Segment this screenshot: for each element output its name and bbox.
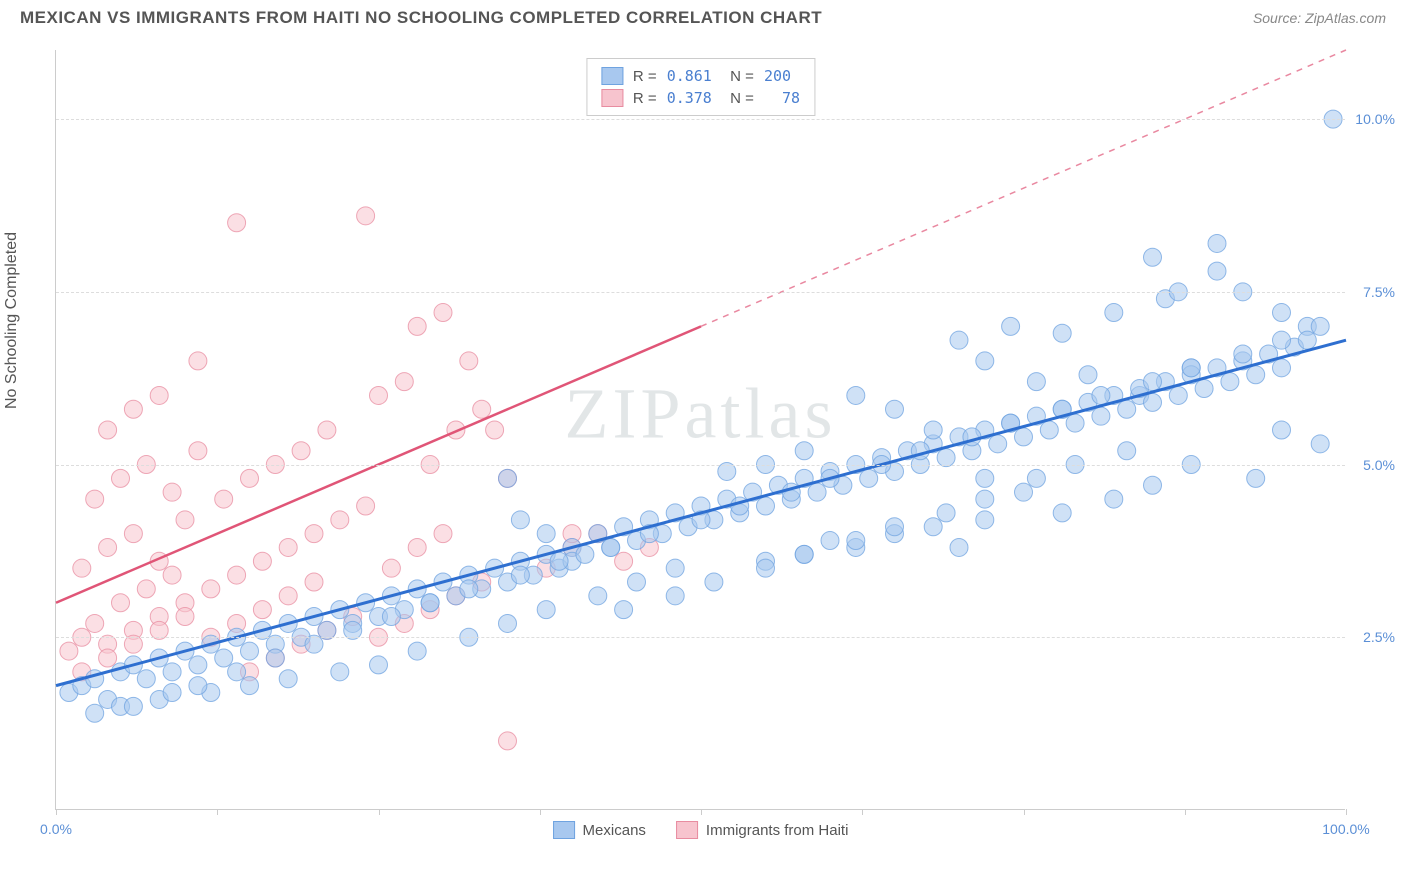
stat-r-mexicans: 0.861	[667, 67, 712, 85]
x-tick	[701, 809, 702, 815]
stat-n-label: N =	[722, 68, 754, 85]
legend-item-haiti: Immigrants from Haiti	[676, 821, 849, 839]
gridline-h	[56, 637, 1345, 638]
bottom-legend: Mexicans Immigrants from Haiti	[553, 821, 849, 839]
x-tick	[1185, 809, 1186, 815]
source-attribution: Source: ZipAtlas.com	[1253, 10, 1386, 26]
x-tick-label-right: 100.0%	[1322, 821, 1369, 837]
gridline-h	[56, 465, 1345, 466]
y-tick-label: 10.0%	[1355, 111, 1395, 127]
y-axis-label: No Schooling Completed	[3, 232, 21, 409]
gridline-h	[56, 119, 1345, 120]
stat-r-label: R =	[633, 90, 657, 107]
legend-label-mexicans: Mexicans	[583, 822, 646, 839]
stat-n-haiti: 78	[764, 89, 800, 107]
x-tick	[56, 809, 57, 815]
x-tick	[379, 809, 380, 815]
y-tick-label: 5.0%	[1363, 457, 1395, 473]
gridline-h	[56, 292, 1345, 293]
x-tick	[1024, 809, 1025, 815]
x-tick	[540, 809, 541, 815]
stat-n-label: N =	[722, 90, 754, 107]
legend-item-mexicans: Mexicans	[553, 821, 646, 839]
swatch-mexicans	[601, 67, 623, 85]
x-tick	[1346, 809, 1347, 815]
stat-r-haiti: 0.378	[667, 89, 712, 107]
stat-n-mexicans: 200	[764, 67, 791, 85]
stat-r-label: R =	[633, 68, 657, 85]
y-tick-label: 7.5%	[1363, 284, 1395, 300]
swatch-haiti	[601, 89, 623, 107]
x-tick-label-left: 0.0%	[40, 821, 72, 837]
legend-label-haiti: Immigrants from Haiti	[706, 822, 849, 839]
stats-row-mexicans: R = 0.861 N = 200	[601, 65, 800, 87]
stats-row-haiti: R = 0.378 N = 78	[601, 87, 800, 109]
swatch-haiti	[676, 821, 698, 839]
x-tick	[862, 809, 863, 815]
chart-title: MEXICAN VS IMMIGRANTS FROM HAITI NO SCHO…	[20, 8, 822, 28]
y-tick-label: 2.5%	[1363, 629, 1395, 645]
stats-legend-box: R = 0.861 N = 200 R = 0.378 N = 78	[586, 58, 815, 116]
swatch-mexicans	[553, 821, 575, 839]
chart-plot-area: ZIPatlas R = 0.861 N = 200 R = 0.378 N =…	[55, 50, 1345, 810]
x-tick	[217, 809, 218, 815]
scatter-plot-svg	[56, 50, 1345, 809]
